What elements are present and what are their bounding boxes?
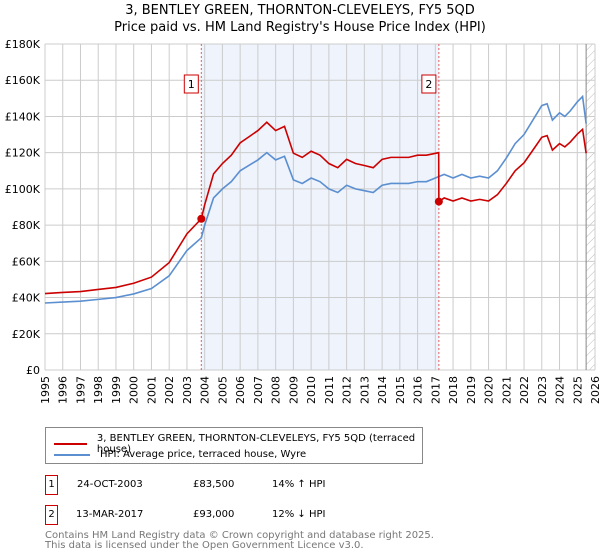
y-tick-label: £20K (12, 328, 41, 341)
series-line-hpi (44, 94, 587, 304)
transaction-hpi: 14% ↑ HPI (272, 479, 326, 490)
annotation-box (421, 74, 437, 94)
x-tick-label: 2007 (252, 376, 265, 404)
transaction-date: 13-MAR-2017 (76, 509, 144, 520)
annotation-label: 2 (425, 78, 432, 91)
legend-label: 3, BENTLEY GREEN, THORNTON-CLEVELEYS, FY… (96, 433, 416, 455)
footer-line: Contains HM Land Registry data © Crown c… (45, 530, 434, 541)
x-tick-label: 2013 (358, 376, 371, 404)
x-tick-label: 2024 (554, 376, 567, 404)
x-tick-label: 2003 (181, 376, 194, 404)
footer: Contains HM Land Registry data © Crown c… (45, 531, 434, 551)
y-tick-label: £60K (12, 255, 41, 268)
x-tick-label: 2022 (518, 376, 531, 404)
legend-label: HPI: Average price, terraced house, Wyre (100, 449, 307, 460)
y-tick-label: £80K (12, 219, 41, 232)
x-tick-label: 1998 (92, 376, 105, 404)
x-tick-label: 2023 (536, 376, 549, 404)
shaded-period (201, 44, 439, 370)
x-tick-label: 2000 (128, 376, 141, 404)
x-tick-label: 2025 (571, 376, 584, 404)
x-tick-label: 2021 (500, 376, 513, 404)
x-tick-label: 2026 (589, 376, 600, 404)
sale-point (434, 197, 443, 206)
annotation-label: 1 (188, 78, 195, 91)
x-tick-label: 2008 (270, 376, 283, 404)
x-tick-label: 2002 (163, 376, 176, 404)
transaction-hpi: 12% ↓ HPI (272, 509, 326, 520)
blue-line-swatch (54, 453, 90, 456)
subtitle-line: Price paid vs. HM Land Registry's House … (114, 20, 486, 35)
x-tick-label: 2005 (216, 376, 229, 404)
x-tick-label: 1999 (110, 376, 123, 404)
x-tick-label: 1995 (39, 376, 52, 404)
x-tick-label: 2020 (483, 376, 496, 404)
red-line-swatch (54, 443, 87, 445)
marker-badge: 2 (45, 505, 58, 525)
y-tick-label: £180K (5, 38, 41, 51)
series-line-property (44, 121, 587, 295)
x-tick-label: 2016 (412, 376, 425, 404)
y-tick-label: £100K (5, 183, 41, 196)
transaction-date: 24-OCT-2003 (77, 479, 143, 490)
x-tick-label: 2014 (376, 376, 389, 404)
y-tick-label: £160K (5, 74, 41, 87)
x-tick-label: 2015 (394, 376, 407, 404)
x-tick-label: 2012 (341, 376, 354, 404)
x-tick-label: 1997 (74, 376, 87, 404)
y-tick-label: £140K (5, 110, 41, 123)
x-tick-label: 2019 (465, 376, 478, 404)
x-tick-label: 2010 (305, 376, 318, 404)
sale-point (197, 214, 206, 223)
transaction-price: £93,000 (193, 509, 235, 520)
legend: 3, BENTLEY GREEN, THORNTON-CLEVELEYS, FY… (45, 427, 423, 464)
legend-item-property: 3, BENTLEY GREEN, THORNTON-CLEVELEYS, FY… (54, 433, 422, 455)
x-tick-label: 2006 (234, 376, 247, 404)
y-tick-label: £40K (12, 292, 41, 305)
y-tick-label: £120K (5, 147, 41, 160)
legend-item-hpi: HPI: Average price, terraced house, Wyre (54, 449, 306, 460)
marker-badge: 1 (45, 475, 58, 495)
hatched-region (586, 44, 595, 370)
transaction-price: £83,500 (193, 479, 235, 490)
plot-area: 1995 1996 1997 1998 1999 2000 2001 2002 2003 2004… (5, 38, 600, 404)
x-tick-label: 2011 (323, 376, 336, 404)
footer-line: This data is licensed under the Open Gov… (45, 540, 364, 551)
title-line: 3, BENTLEY GREEN, THORNTON-CLEVELEYS, FY… (125, 3, 475, 18)
x-tick-label: 2017 (429, 376, 442, 404)
x-tick-label: 2004 (199, 376, 212, 404)
y-tick-label: £0 (26, 364, 40, 377)
x-tick-label: 2001 (145, 376, 158, 404)
annotation-box (183, 74, 199, 94)
chart-title: 3, BENTLEY GREEN, THORNTON-CLEVELEYS, FY… (0, 2, 600, 36)
x-tick-label: 2009 (287, 376, 300, 404)
x-tick-label: 1996 (57, 376, 70, 404)
x-tick-label: 2018 (447, 376, 460, 404)
